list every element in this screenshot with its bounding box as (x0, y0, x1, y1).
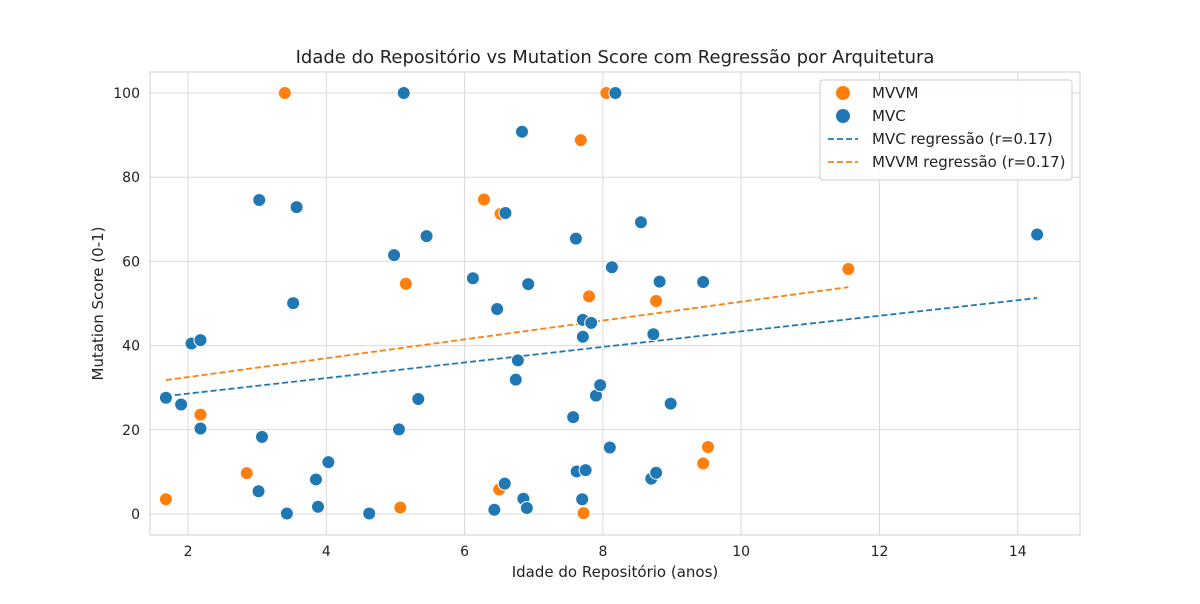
legend: MVVM MVC MVC regressão (r=0.17) MVVM reg… (819, 79, 1073, 181)
point-mvc (158, 390, 173, 405)
x-tick-label: 12 (871, 544, 889, 560)
point-mvc (396, 86, 411, 101)
point-mvvm (841, 261, 856, 276)
legend-marker-mvvm (836, 86, 850, 100)
y-tick-label: 20 (122, 423, 140, 439)
point-mvc (419, 229, 434, 244)
x-tick-label: 14 (1009, 544, 1027, 560)
point-mvc (311, 499, 326, 514)
point-mvc (568, 231, 583, 246)
x-tick-label: 2 (184, 544, 193, 560)
point-mvc (387, 248, 402, 263)
point-mvc (593, 378, 608, 393)
point-mvvm (696, 456, 711, 471)
point-mvc (391, 422, 406, 437)
point-mvc (575, 492, 590, 507)
point-mvc (663, 396, 678, 411)
point-mvc (521, 277, 536, 292)
x-axis-label: Idade do Repositório (anos) (512, 563, 719, 581)
legend-box (819, 79, 1073, 181)
point-mvvm (158, 492, 173, 507)
point-mvc (286, 296, 301, 311)
point-mvvm (701, 440, 715, 455)
point-mvc (465, 271, 480, 286)
point-mvvm (573, 133, 588, 148)
point-mvc (696, 275, 711, 290)
y-tick-label: 80 (122, 170, 140, 186)
y-axis-label: Mutation Score (0-1) (89, 226, 107, 380)
point-mvc (604, 260, 619, 275)
point-mvc (362, 506, 377, 521)
regression-line-mvvm (165, 286, 849, 381)
x-tick-label: 6 (460, 544, 469, 560)
point-mvc (602, 440, 617, 455)
point-mvc (279, 506, 294, 521)
legend-label-mvvm: MVVM (872, 84, 918, 102)
point-mvc (510, 353, 525, 368)
point-mvc (649, 465, 664, 480)
point-mvc (652, 274, 667, 289)
x-tick-label: 8 (598, 544, 607, 560)
y-tick-label: 100 (113, 86, 140, 102)
point-mvc (584, 315, 599, 330)
point-mvvm (576, 506, 591, 521)
data-points (158, 86, 1045, 521)
point-mvc (193, 421, 208, 436)
point-mvc (255, 429, 270, 444)
y-tick-label: 60 (122, 254, 140, 270)
point-mvc (289, 200, 304, 215)
point-mvc (508, 372, 523, 387)
point-mvc (575, 329, 590, 344)
point-mvc (487, 502, 502, 517)
point-mvc (498, 206, 513, 221)
y-tick-label: 0 (131, 507, 140, 523)
point-mvc (578, 463, 593, 478)
point-mvc (497, 476, 512, 491)
legend-label-mvvm-regression: MVVM regressão (r=0.17) (872, 153, 1065, 171)
point-mvc (174, 397, 189, 412)
point-mvc (633, 215, 648, 230)
y-tick-label: 40 (122, 339, 140, 355)
point-mvvm (476, 192, 491, 207)
point-mvc (193, 333, 208, 348)
point-mvc (251, 484, 266, 499)
point-mvc (490, 301, 505, 316)
x-tick-label: 10 (732, 544, 750, 560)
point-mvc (515, 124, 529, 139)
point-mvc (252, 192, 267, 207)
tick-labels: 2 4 6 8 10 12 14 0 20 40 60 80 100 (113, 86, 1026, 560)
point-mvvm (277, 86, 292, 101)
point-mvc (646, 327, 661, 342)
plot-area-frame (149, 71, 1081, 536)
point-mvc (608, 86, 623, 101)
point-mvc (1030, 227, 1045, 242)
regression-lines (165, 286, 1038, 397)
point-mvvm (398, 276, 413, 291)
chart-title: Idade do Repositório vs Mutation Score c… (296, 47, 935, 68)
point-mvvm (193, 407, 208, 422)
point-mvvm (393, 500, 408, 515)
legend-marker-mvc (836, 109, 850, 123)
point-mvc (308, 472, 323, 487)
point-mvc (321, 455, 336, 470)
x-tick-label: 4 (322, 544, 331, 560)
point-mvvm (649, 293, 664, 308)
legend-label-mvc-regression: MVC regressão (r=0.17) (872, 130, 1053, 148)
regression-line-mvc (165, 297, 1038, 397)
point-mvc (566, 410, 581, 425)
legend-label-mvc: MVC (872, 107, 906, 125)
point-mvc (519, 501, 534, 516)
point-mvvm (582, 289, 597, 304)
point-mvvm (239, 466, 254, 481)
point-mvc (411, 392, 426, 407)
